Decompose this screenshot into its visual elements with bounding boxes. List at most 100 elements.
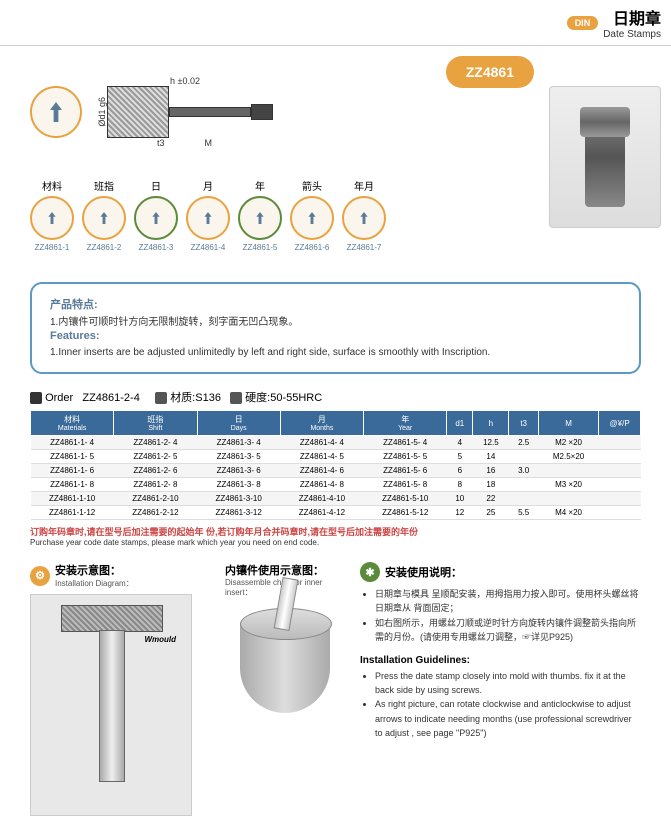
variant-item: 班指 ZZ4861-2 bbox=[82, 178, 126, 252]
table-cell: 22 bbox=[473, 492, 509, 506]
order-label: Order bbox=[45, 392, 73, 404]
variant-label: 年 bbox=[238, 178, 282, 193]
table-cell: ZZ4861-3- 5 bbox=[197, 450, 280, 464]
table-cell: ZZ4861-4-10 bbox=[280, 492, 363, 506]
table-cell bbox=[538, 464, 598, 478]
guide-text-cn: 日期章与模具 呈顺配安装，用拇指用力按入即可。使用杯头螺丝将日期章从 背面固定；… bbox=[360, 587, 641, 645]
table-cell bbox=[599, 436, 641, 450]
table-header: 年Year bbox=[364, 411, 447, 436]
header-title: 日期章 Date Stamps bbox=[603, 5, 661, 40]
table-cell: ZZ4861-2- 5 bbox=[114, 450, 197, 464]
table-cell: ZZ4861-4-12 bbox=[280, 506, 363, 520]
table-cell: ZZ4861-3-12 bbox=[197, 506, 280, 520]
table-cell: 25 bbox=[473, 506, 509, 520]
mold-shaft bbox=[99, 630, 125, 782]
mold-top bbox=[61, 605, 163, 632]
guide-title-en: Installation Guidelines: bbox=[360, 655, 641, 666]
table-cell bbox=[509, 450, 538, 464]
table-cell: 5 bbox=[447, 450, 473, 464]
guide-text-en: Press the date stamp closely into mold w… bbox=[360, 669, 641, 741]
table-cell: 14 bbox=[473, 450, 509, 464]
guide-bullet: As right picture, can rotate clockwise a… bbox=[375, 697, 641, 740]
page-header: DIN 日期章 Date Stamps bbox=[0, 0, 671, 46]
table-cell: ZZ4861-1- 6 bbox=[31, 464, 114, 478]
stamp-front-view bbox=[30, 86, 82, 138]
dim-t3: t3 bbox=[157, 138, 165, 148]
table-cell: ZZ4861-4- 6 bbox=[280, 464, 363, 478]
cylinder-body bbox=[107, 86, 169, 138]
table-cell: ZZ4861-4- 8 bbox=[280, 478, 363, 492]
product-code-badge: ZZ4861 bbox=[446, 56, 534, 88]
table-cell: ZZ4861-3- 4 bbox=[197, 436, 280, 450]
variant-item: 年月 ZZ4861-7 bbox=[342, 178, 386, 252]
table-cell: ZZ4861-1- 4 bbox=[31, 436, 114, 450]
product-photo-wrap bbox=[549, 56, 661, 262]
table-cell: 12.5 bbox=[473, 436, 509, 450]
table-cell: ZZ4861-3-10 bbox=[197, 492, 280, 506]
features-title-cn: 产品特点: bbox=[50, 296, 621, 312]
guide-icon: ✱ bbox=[360, 562, 380, 582]
table-cell: ZZ4861-5-12 bbox=[364, 506, 447, 520]
table-cell bbox=[538, 492, 598, 506]
variant-code: ZZ4861-4 bbox=[186, 243, 230, 252]
variant-code: ZZ4861-2 bbox=[82, 243, 126, 252]
guide-bullet: Press the date stamp closely into mold w… bbox=[375, 669, 641, 698]
install-icon: ⚙ bbox=[30, 566, 50, 586]
table-cell bbox=[599, 478, 641, 492]
table-cell: 18 bbox=[473, 478, 509, 492]
table-cell: ZZ4861-5- 4 bbox=[364, 436, 447, 450]
table-header-row: 材料Materials班指Shift日Days月Months年Yeard1ht3… bbox=[31, 411, 641, 436]
table-cell: 2.5 bbox=[509, 436, 538, 450]
arrow-icon bbox=[50, 102, 62, 122]
table-row: ZZ4861-1- 8ZZ4861-2- 8ZZ4861-3- 8ZZ4861-… bbox=[31, 478, 641, 492]
table-header: 日Days bbox=[197, 411, 280, 436]
table-header: M bbox=[538, 411, 598, 436]
install-diagram: Wmould bbox=[30, 594, 192, 816]
table-cell: ZZ4861-2- 4 bbox=[114, 436, 197, 450]
table-cell: M4 ×20 bbox=[538, 506, 598, 520]
variant-label: 月 bbox=[186, 178, 230, 193]
variant-item: 日 ZZ4861-3 bbox=[134, 178, 178, 252]
table-cell: ZZ4861-5-10 bbox=[364, 492, 447, 506]
table-header: @¥/P bbox=[599, 411, 641, 436]
variant-item: 箭头 ZZ4861-6 bbox=[290, 178, 334, 252]
install-title-cn: 安装示意图： bbox=[55, 562, 134, 578]
order-line: Order ZZ4861-2-4 材质:S136 硬度:50-55HRC bbox=[30, 389, 641, 405]
variant-code: ZZ4861-1 bbox=[30, 243, 74, 252]
variant-item: 月 ZZ4861-4 bbox=[186, 178, 230, 252]
photo-stamp bbox=[585, 107, 625, 207]
table-cell: ZZ4861-5- 6 bbox=[364, 464, 447, 478]
table-cell: M2 ×20 bbox=[538, 436, 598, 450]
table-row: ZZ4861-1- 4ZZ4861-2- 4ZZ4861-3- 4 ZZ4861-… bbox=[31, 436, 641, 450]
table-cell: 8 bbox=[447, 478, 473, 492]
dim-d1: Ød1 g6 bbox=[97, 97, 107, 127]
table-cell: ZZ4861-2- 6 bbox=[114, 464, 197, 478]
order-material: 材质:S136 bbox=[170, 392, 221, 404]
table-cell: ZZ4861-5- 5 bbox=[364, 450, 447, 464]
guide-list-cn: 日期章与模具 呈顺配安装，用拇指用力按入即可。使用杯头螺丝将日期章从 背面固定；… bbox=[360, 587, 641, 645]
variant-stamp-icon bbox=[134, 196, 178, 240]
table-header: 月Months bbox=[280, 411, 363, 436]
variant-stamp-icon bbox=[290, 196, 334, 240]
h-icon bbox=[230, 392, 242, 404]
table-cell bbox=[509, 478, 538, 492]
guide-title-cn: 安装使用说明： bbox=[385, 564, 462, 580]
chart-cylinder bbox=[240, 608, 330, 718]
table-cell: ZZ4861-1- 5 bbox=[31, 450, 114, 464]
table-cell: 5.5 bbox=[509, 506, 538, 520]
table-cell: 6 bbox=[447, 464, 473, 478]
table-cell: ZZ4861-3- 8 bbox=[197, 478, 280, 492]
table-header: 材料Materials bbox=[31, 411, 114, 436]
order-example: ZZ4861-2-4 bbox=[82, 392, 139, 404]
dim-M: M bbox=[205, 138, 213, 148]
table-header: 班指Shift bbox=[114, 411, 197, 436]
table-cell: ZZ4861-1-12 bbox=[31, 506, 114, 520]
side-view-drawing: h ±0.02 Ød1 g6 t3 M bbox=[97, 76, 273, 148]
variant-code: ZZ4861-3 bbox=[134, 243, 178, 252]
guide-list-en: Press the date stamp closely into mold w… bbox=[360, 669, 641, 741]
table-cell: 10 bbox=[447, 492, 473, 506]
variant-label: 日 bbox=[134, 178, 178, 193]
table-cell bbox=[599, 506, 641, 520]
m-icon bbox=[155, 392, 167, 404]
table-cell: ZZ4861-2- 8 bbox=[114, 478, 197, 492]
